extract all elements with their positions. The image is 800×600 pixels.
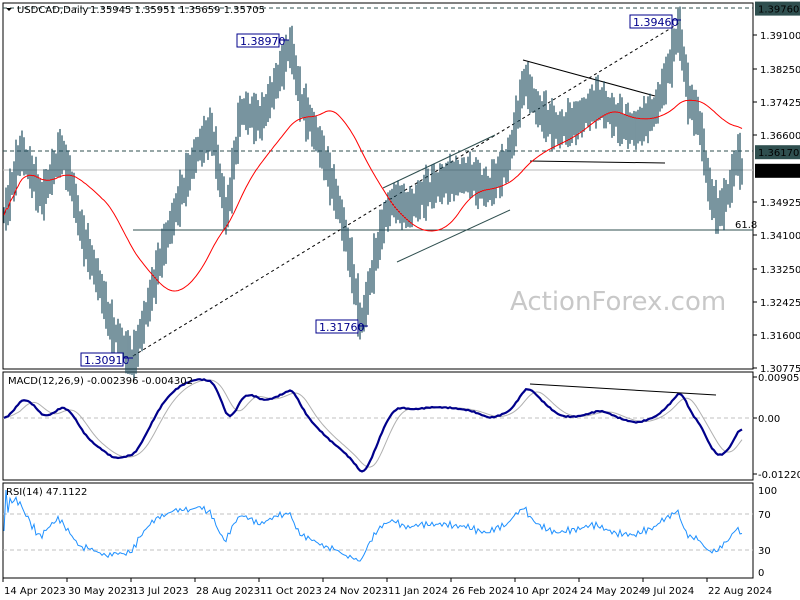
rsi-tick: 100 — [758, 486, 777, 497]
price-tag — [755, 163, 800, 178]
price-axis: 1.39100 1.38250 1.37425 1.36600 1.34925 1.341… — [753, 1, 800, 375]
price-tick-label: 1.31600 — [760, 331, 800, 342]
price-tick-label: 1.33250 — [760, 265, 800, 276]
price-tick-label: 1.34100 — [760, 231, 800, 242]
price-tag-label: 1.36170 — [758, 148, 799, 159]
date-tick-label: 9 Jul 2024 — [644, 586, 694, 597]
rsi-tick: 30 — [758, 546, 771, 557]
channel-lower-line — [396, 209, 511, 263]
annotation-high-2: 1.39460 — [629, 14, 681, 29]
annotation-label: 1.30910 — [84, 354, 130, 367]
price-tick-label: 1.30775 — [760, 364, 800, 375]
channel-upper-line — [382, 134, 496, 189]
triangle-upper-line — [522, 59, 656, 97]
macd-line — [3, 378, 743, 473]
rsi-tick: 0 — [758, 568, 764, 579]
rsi-axis: 100 70 30 0 — [758, 486, 777, 579]
ohlc-values: 1.35945 1.35951 1.35659 1.35705 — [90, 5, 265, 16]
price-tag — [755, 1, 800, 16]
macd-panel — [2, 371, 754, 481]
date-tick-label: 22 Aug 2024 — [708, 586, 772, 597]
date-tick-label: 24 May 2024 — [580, 586, 645, 597]
price-tick-label: 1.39100 — [760, 31, 800, 42]
moving-average-line — [3, 99, 743, 292]
price-tag-label: 1.39760 — [758, 5, 799, 16]
date-tick-label: 14 Apr 2023 — [4, 586, 66, 597]
triangle-base-line — [529, 160, 666, 164]
annotation-label: 1.38970 — [240, 35, 286, 48]
price-tick-label: 1.32425 — [760, 298, 800, 309]
macd-title: MACD(12,26,9) -0.002396 -0.004302 — [8, 376, 193, 387]
price-tick-label: 1.34925 — [760, 198, 800, 209]
date-tick-label: 10 Apr 2024 — [516, 586, 578, 597]
price-tag — [755, 145, 800, 160]
macd-tick: -0.012209 — [758, 470, 800, 481]
fib-label: 61.8 — [735, 220, 757, 231]
collapse-arrow-icon[interactable] — [6, 8, 12, 11]
date-tick-label: 11 Oct 2023 — [260, 586, 322, 597]
rsi-line — [3, 489, 743, 562]
date-tick-label: 13 Jul 2023 — [132, 586, 189, 597]
annotation-low-2: 1.31760 — [315, 319, 368, 334]
annotation-label: 1.31760 — [319, 321, 365, 334]
date-tick-label: 28 Aug 2023 — [196, 586, 260, 597]
price-panel — [2, 2, 754, 370]
price-bars — [3, 6, 743, 380]
price-tag-label: 1.35705 — [758, 167, 799, 178]
date-tick-label: 26 Feb 2024 — [452, 586, 514, 597]
date-tick-label: 24 Nov 2023 — [324, 586, 388, 597]
symbol-label: USDCAD,Daily — [17, 5, 88, 16]
price-tick-label: 1.37425 — [760, 98, 800, 109]
rsi-title: RSI(14) 47.1122 — [6, 487, 87, 498]
annotation-label: 1.39460 — [633, 16, 679, 29]
rsi-tick: 70 — [758, 510, 771, 521]
macd-axis: 0.009055 0.00 -0.012209 — [753, 373, 800, 481]
date-tick-label: 11 Jan 2024 — [388, 586, 448, 597]
annotation-low-1: 1.30910 — [80, 352, 133, 367]
macd-tick: 0.00 — [758, 414, 780, 425]
macd-trendline — [529, 383, 717, 396]
price-tick-label: 1.38250 — [760, 65, 800, 76]
macd-tick: 0.009055 — [758, 373, 800, 384]
annotation-high-1: 1.38970 — [236, 33, 289, 48]
date-tick-label: 30 May 2023 — [68, 586, 133, 597]
watermark: ActionForex.com — [510, 287, 726, 317]
price-tick-label: 1.36600 — [760, 131, 800, 142]
